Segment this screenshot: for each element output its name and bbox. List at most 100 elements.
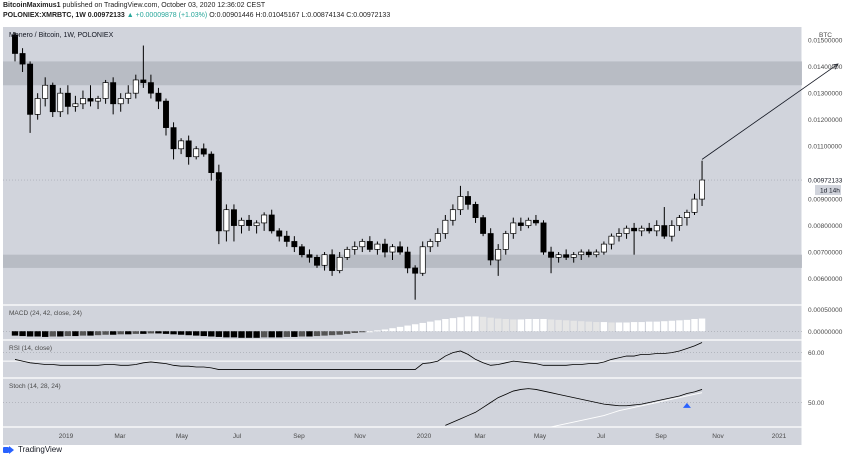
macd-histogram-bar [177, 331, 185, 335]
macd-histogram-bar [389, 328, 396, 332]
candle-down [465, 196, 471, 205]
candle-down [200, 148, 207, 155]
time-tick-label: 2019 [59, 433, 74, 440]
candle-down [87, 98, 94, 102]
macd-histogram-bar [170, 331, 177, 335]
symbol-name[interactable]: POLONIEX:XMRBTC, 1W [3, 12, 86, 19]
price-tick-label: 0.00900000 [808, 197, 843, 204]
candle-down [631, 227, 638, 232]
rsi-tick-label: 60.00 [808, 350, 825, 357]
macd-histogram-bar [336, 331, 343, 335]
price-tick-label: 0.00600000 [808, 276, 843, 283]
macd-histogram-bar [698, 318, 706, 332]
candle-up [102, 82, 109, 99]
candle-up [57, 92, 64, 113]
countdown-badge [815, 185, 841, 196]
candle-down [49, 84, 56, 113]
macd-histogram-bar [593, 322, 600, 332]
macd-histogram-bar [268, 331, 275, 338]
trend-arrow-line [701, 63, 839, 160]
macd-histogram-bar [11, 331, 19, 336]
candle-up [95, 98, 101, 102]
candle-down [64, 92, 71, 107]
macd-histogram-bar [487, 317, 494, 332]
macd-histogram-bar [283, 331, 290, 337]
candle-down [661, 225, 668, 237]
macd-histogram-bar [34, 331, 41, 337]
footer-brand[interactable]: TradingView [18, 445, 63, 454]
candle-down [548, 251, 555, 258]
candle-up [336, 256, 343, 271]
price-tick-label: 0.01100000 [808, 144, 842, 151]
macd-histogram-bar [623, 322, 630, 332]
candle-down [487, 233, 494, 261]
rsi-pane [3, 340, 802, 378]
candle-down [12, 34, 18, 54]
macd-histogram-bar [162, 331, 170, 334]
macd-histogram-bar [442, 319, 449, 332]
last-price: 0.00972133 [87, 12, 125, 19]
stoch-label: Stoch (14, 28, 24) [9, 383, 61, 390]
macd-label: MACD (24, 42, close, 24) [9, 310, 82, 317]
macd-histogram-bar [615, 322, 623, 332]
macd-histogram-bar [585, 321, 592, 332]
low-value: L:0.00874134 [301, 12, 345, 19]
publish-line: BitcoinMaximus1 published on TradingView… [3, 2, 265, 9]
chart-canvas[interactable]: Monero / Bitcoin, 1W, POLONIEX BTC0.01500… [0, 0, 850, 445]
macd-histogram-bar [510, 319, 517, 332]
macd-histogram-bar [215, 331, 223, 337]
macd-histogram-bar [608, 322, 615, 332]
candle-up [653, 225, 660, 232]
macd-histogram-bar [464, 316, 472, 332]
candle-up [570, 254, 577, 258]
macd-histogram-bar [155, 331, 162, 334]
chart-header: BitcoinMaximus1 published on TradingView… [0, 0, 850, 24]
candle-up [178, 140, 185, 150]
time-tick-label: Sep [293, 433, 305, 440]
candle-up [427, 241, 434, 248]
candle-down [404, 251, 411, 269]
candle-down [268, 214, 275, 232]
candle-down [155, 92, 162, 102]
author-name[interactable]: BitcoinMaximus1 [3, 2, 61, 9]
candle-up [442, 219, 449, 234]
macd-histogram-bar [374, 330, 381, 332]
macd-histogram-bar [253, 331, 260, 338]
macd-histogram-bar [479, 316, 487, 332]
candle-down [27, 63, 34, 115]
candle-up [321, 254, 328, 266]
last-price-badge [803, 175, 849, 186]
candle-up [117, 98, 124, 105]
candle-down [276, 230, 283, 237]
support-resistance-zone [3, 254, 802, 268]
time-tick-label: May [534, 433, 547, 440]
price-change: ▲ +0.00009878 (+1.03%) [126, 12, 208, 19]
open-value: O:0.00901446 [209, 12, 254, 19]
candle-down [397, 246, 404, 253]
macd-histogram-bar [630, 322, 638, 332]
macd-histogram-bar [419, 322, 426, 332]
candle-down [298, 246, 305, 256]
macd-histogram-bar [562, 320, 570, 332]
macd-histogram-bar [676, 320, 683, 332]
time-tick-label: Mar [114, 433, 126, 440]
macd-histogram-bar [457, 317, 464, 332]
time-tick-label: Mar [474, 433, 486, 440]
candle-up [457, 196, 464, 211]
macd-histogram-bar [276, 331, 283, 338]
macd-histogram-bar [532, 319, 540, 332]
macd-histogram-bar [502, 319, 509, 332]
macd-histogram-bar [396, 326, 404, 332]
candle-up [42, 84, 49, 99]
candle-up [683, 211, 690, 218]
candle-down [147, 82, 154, 94]
candle-up [623, 227, 630, 234]
macd-histogram-bar [404, 325, 411, 332]
macd-histogram-bar [434, 320, 441, 332]
macd-histogram-bar [26, 331, 34, 337]
rsi-label: RSI (14, close) [9, 345, 52, 352]
stoch-cross-marker-icon [682, 402, 691, 408]
macd-histogram-bar [306, 331, 313, 337]
macd-histogram-bar [87, 331, 94, 336]
time-tick-label: Jul [597, 433, 606, 440]
